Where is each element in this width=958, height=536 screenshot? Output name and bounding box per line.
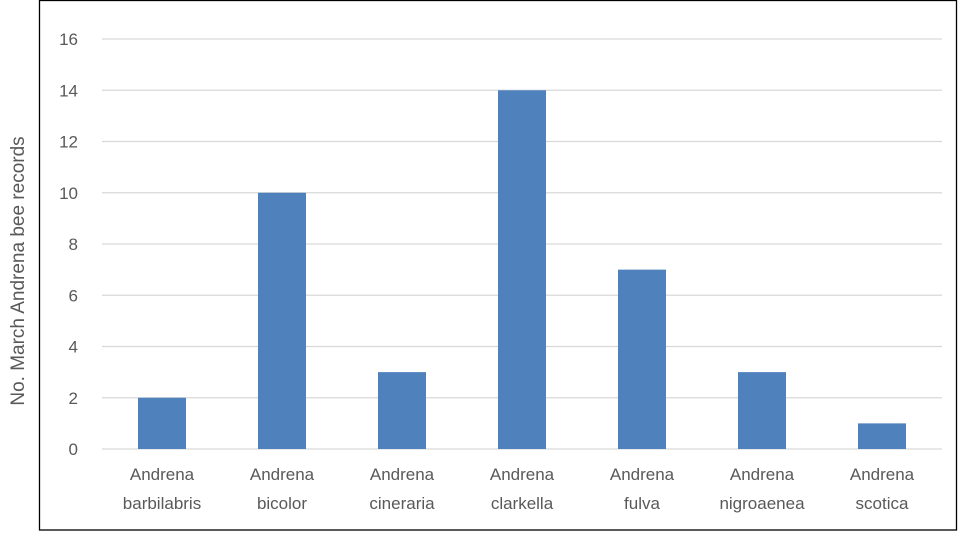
y-tick-label: 2: [69, 389, 78, 408]
bar: [618, 269, 666, 449]
x-tick-label: nigroaenea: [719, 494, 805, 513]
y-tick-label: 0: [69, 440, 78, 459]
bar: [858, 423, 906, 449]
x-tick-label: Andrena: [610, 465, 675, 484]
x-tick-label: fulva: [624, 494, 660, 513]
x-tick-label: scotica: [856, 494, 909, 513]
bar: [258, 192, 306, 449]
x-tick-label: bicolor: [257, 494, 307, 513]
gridlines: [102, 38, 942, 450]
y-tick-label: 14: [59, 81, 78, 100]
bar: [138, 397, 186, 449]
bars: [138, 90, 906, 449]
y-tick-label: 12: [59, 133, 78, 152]
x-tick-label: cineraria: [369, 494, 435, 513]
chart-border: [38, 0, 958, 531]
x-tick-label: barbilabris: [123, 494, 201, 513]
x-tick-label: Andrena: [130, 465, 195, 484]
bar: [738, 372, 786, 449]
x-tick-label: Andrena: [730, 465, 795, 484]
y-tick-label: 4: [69, 338, 78, 357]
bar: [378, 372, 426, 449]
x-axis-tick-labels: Andrena barbilabris Andrena bicolor Andrena c…: [123, 465, 915, 513]
y-axis-tick-labels: 0 2 4 6 8 10 12 14 16: [59, 30, 78, 459]
y-tick-label: 16: [59, 30, 78, 49]
bar: [498, 90, 546, 449]
x-tick-label: clarkella: [491, 494, 554, 513]
x-tick-label: Andrena: [490, 465, 555, 484]
x-tick-label: Andrena: [370, 465, 435, 484]
y-axis-title: No. March Andrena bee records: [8, 136, 29, 405]
y-tick-label: 8: [69, 235, 78, 254]
y-tick-label: 6: [69, 286, 78, 305]
x-tick-label: Andrena: [250, 465, 315, 484]
y-tick-label: 10: [59, 184, 78, 203]
x-tick-label: Andrena: [850, 465, 915, 484]
